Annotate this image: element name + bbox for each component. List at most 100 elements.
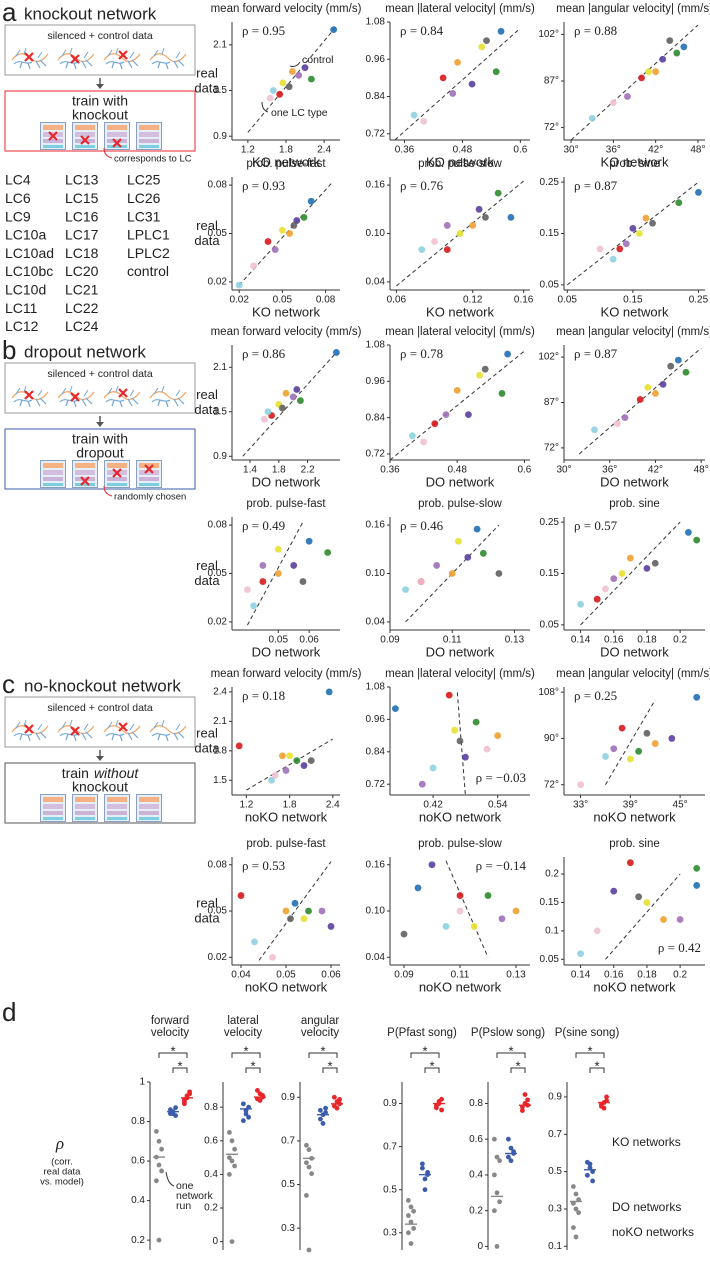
y-tick-label: 0.72 [366,128,386,139]
data-point [624,93,631,100]
data-point [651,559,659,567]
data-point [685,529,692,536]
panel-letter: c [2,669,15,699]
lc-legend-entry: LC17 [65,227,99,243]
y-tick-label: 1.8 [213,745,227,756]
data-point [695,189,702,196]
fit-line [445,860,489,958]
data-point [498,915,506,923]
y-tick-label: 0.15 [540,228,560,239]
x-tick-label: 42° [648,465,663,476]
data-point [276,90,284,98]
arrow-head [96,422,104,427]
data-point [417,578,425,585]
chart-title: mean |lateral velocity| (mm/s) [385,668,535,680]
data-point [609,255,617,263]
chart-title: prob. sine [609,498,660,510]
x-tick-label: 0.48 [447,465,467,476]
data-box [4,24,196,76]
y-tick-label: 0.05 [208,568,228,579]
fly-sketch [150,720,186,741]
data-point [306,1247,312,1253]
chart-title: mean forward velocity (mm/s) [211,326,362,338]
y-tick-label: 2.1 [213,362,227,373]
data-point [305,907,312,915]
x-tick-label: 0.16 [604,635,624,646]
x-axis-label: noKO network [419,809,502,824]
significance-star: * [508,1043,513,1058]
data-point [406,1230,411,1236]
data-point [673,49,681,57]
y-tick-label: 0.08 [208,520,228,531]
rho-label: ρ = 0.46 [400,518,444,533]
data-point [588,114,596,122]
x-axis-label: KO network [601,154,669,169]
y-tick-label: 0.8 [204,1102,218,1113]
data-point [227,1155,232,1160]
data-point [420,1165,425,1171]
data-point [279,79,287,87]
data-point [571,1225,576,1230]
fit-line [580,521,681,626]
significance-bracket [172,1067,188,1073]
x-tick-label: 0.13 [506,970,526,981]
data-point [498,390,506,397]
data-point [332,1094,337,1100]
data-point [308,75,315,83]
silenced-mark [119,389,127,397]
y-tick-label: 0.9 [383,1098,397,1109]
data-point [601,1105,607,1111]
panel-letter: d [2,997,16,1027]
y-tick-label: 87° [544,76,559,87]
data-point [229,1158,235,1164]
data-point [667,362,675,370]
data-point [250,262,257,270]
x-tick-label: 0.54 [488,800,508,811]
data-point [626,554,634,562]
data-point [299,578,307,585]
y-tick-label: 0.25 [540,177,560,188]
data-point [282,767,290,774]
lc-legend-entry: LC10d [5,282,46,298]
y-tick-label: 0 [212,1236,218,1247]
panel-title: knockout network [24,4,157,23]
y-axis-label: real [196,218,218,233]
data-point [187,1089,193,1095]
significance-bracket [496,1052,526,1058]
lc-legend-entry: LC4 [5,172,31,188]
data-point [227,1130,232,1135]
data-box-label: silenced + control data [47,702,153,714]
x-tick-label: 0.05 [558,295,578,306]
y-tick-label: 0.9 [281,1092,295,1103]
y-tick-label: 0.02 [208,277,228,288]
y-tick-label: 90° [544,733,559,744]
note: corresponds to LC [114,154,192,165]
silenced-mark [25,53,33,61]
d-y-label: vs. model) [40,1177,84,1188]
data-point [255,1088,260,1093]
data-point [674,356,682,364]
data-point [484,892,492,899]
chart-title: mean forward velocity (mm/s) [211,668,362,680]
y-tick-label: 0.04 [366,952,386,963]
data-point [300,213,308,221]
d-y-label-symbol: ρ [55,1134,64,1153]
model-sketch [137,795,162,822]
y-tick-label: 0.96 [366,54,386,65]
x-tick-label: 1.8 [283,800,297,811]
x-tick-label: 0.16 [514,295,534,306]
data-point [577,600,584,608]
x-tick-label: 0.05 [276,970,296,981]
fly-sketch [150,48,186,69]
data-point [297,397,304,405]
y-tick-label: 0.05 [540,280,560,291]
x-tick-label: 0.36 [380,465,400,476]
y-axis-label: real [196,558,218,573]
x-tick-label: 0.11 [451,970,470,981]
y-tick-label: 0.7 [548,1129,562,1140]
data-point [596,245,604,253]
x-tick-label: 36° [602,465,617,476]
data-point [327,923,335,930]
chart-title: mean |angular velocity| (mm/s) [556,3,710,15]
lc-legend-entry: LC12 [5,318,39,334]
